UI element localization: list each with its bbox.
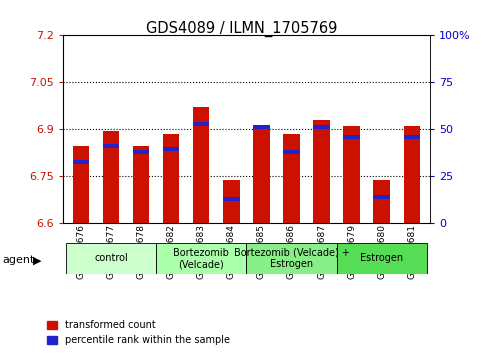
Bar: [223, 180, 240, 223]
Bar: [283, 150, 300, 154]
FancyBboxPatch shape: [66, 243, 156, 274]
FancyBboxPatch shape: [246, 243, 337, 274]
Bar: [283, 134, 300, 223]
Bar: [343, 126, 360, 223]
Bar: [253, 125, 270, 129]
Bar: [103, 144, 119, 148]
Bar: [313, 125, 330, 129]
Bar: [133, 150, 149, 154]
Bar: [223, 198, 240, 201]
Bar: [403, 135, 420, 138]
Bar: [373, 180, 390, 223]
Bar: [72, 147, 89, 223]
Bar: [193, 122, 210, 126]
Bar: [72, 160, 89, 164]
Bar: [253, 126, 270, 223]
Bar: [373, 195, 390, 199]
Bar: [193, 107, 210, 223]
Text: Estrogen: Estrogen: [360, 253, 403, 263]
Text: agent: agent: [2, 255, 35, 265]
Bar: [343, 135, 360, 138]
Bar: [163, 147, 179, 151]
Text: control: control: [94, 253, 128, 263]
FancyBboxPatch shape: [156, 243, 246, 274]
Text: ▶: ▶: [33, 255, 42, 265]
Legend: transformed count, percentile rank within the sample: transformed count, percentile rank withi…: [43, 316, 234, 349]
Bar: [163, 134, 179, 223]
Bar: [313, 120, 330, 223]
Text: Bortezomib (Velcade) +
Estrogen: Bortezomib (Velcade) + Estrogen: [233, 247, 349, 269]
Bar: [103, 131, 119, 223]
FancyBboxPatch shape: [337, 243, 427, 274]
Text: GDS4089 / ILMN_1705769: GDS4089 / ILMN_1705769: [146, 21, 337, 38]
Bar: [133, 147, 149, 223]
Bar: [403, 126, 420, 223]
Text: Bortezomib
(Velcade): Bortezomib (Velcade): [173, 247, 229, 269]
